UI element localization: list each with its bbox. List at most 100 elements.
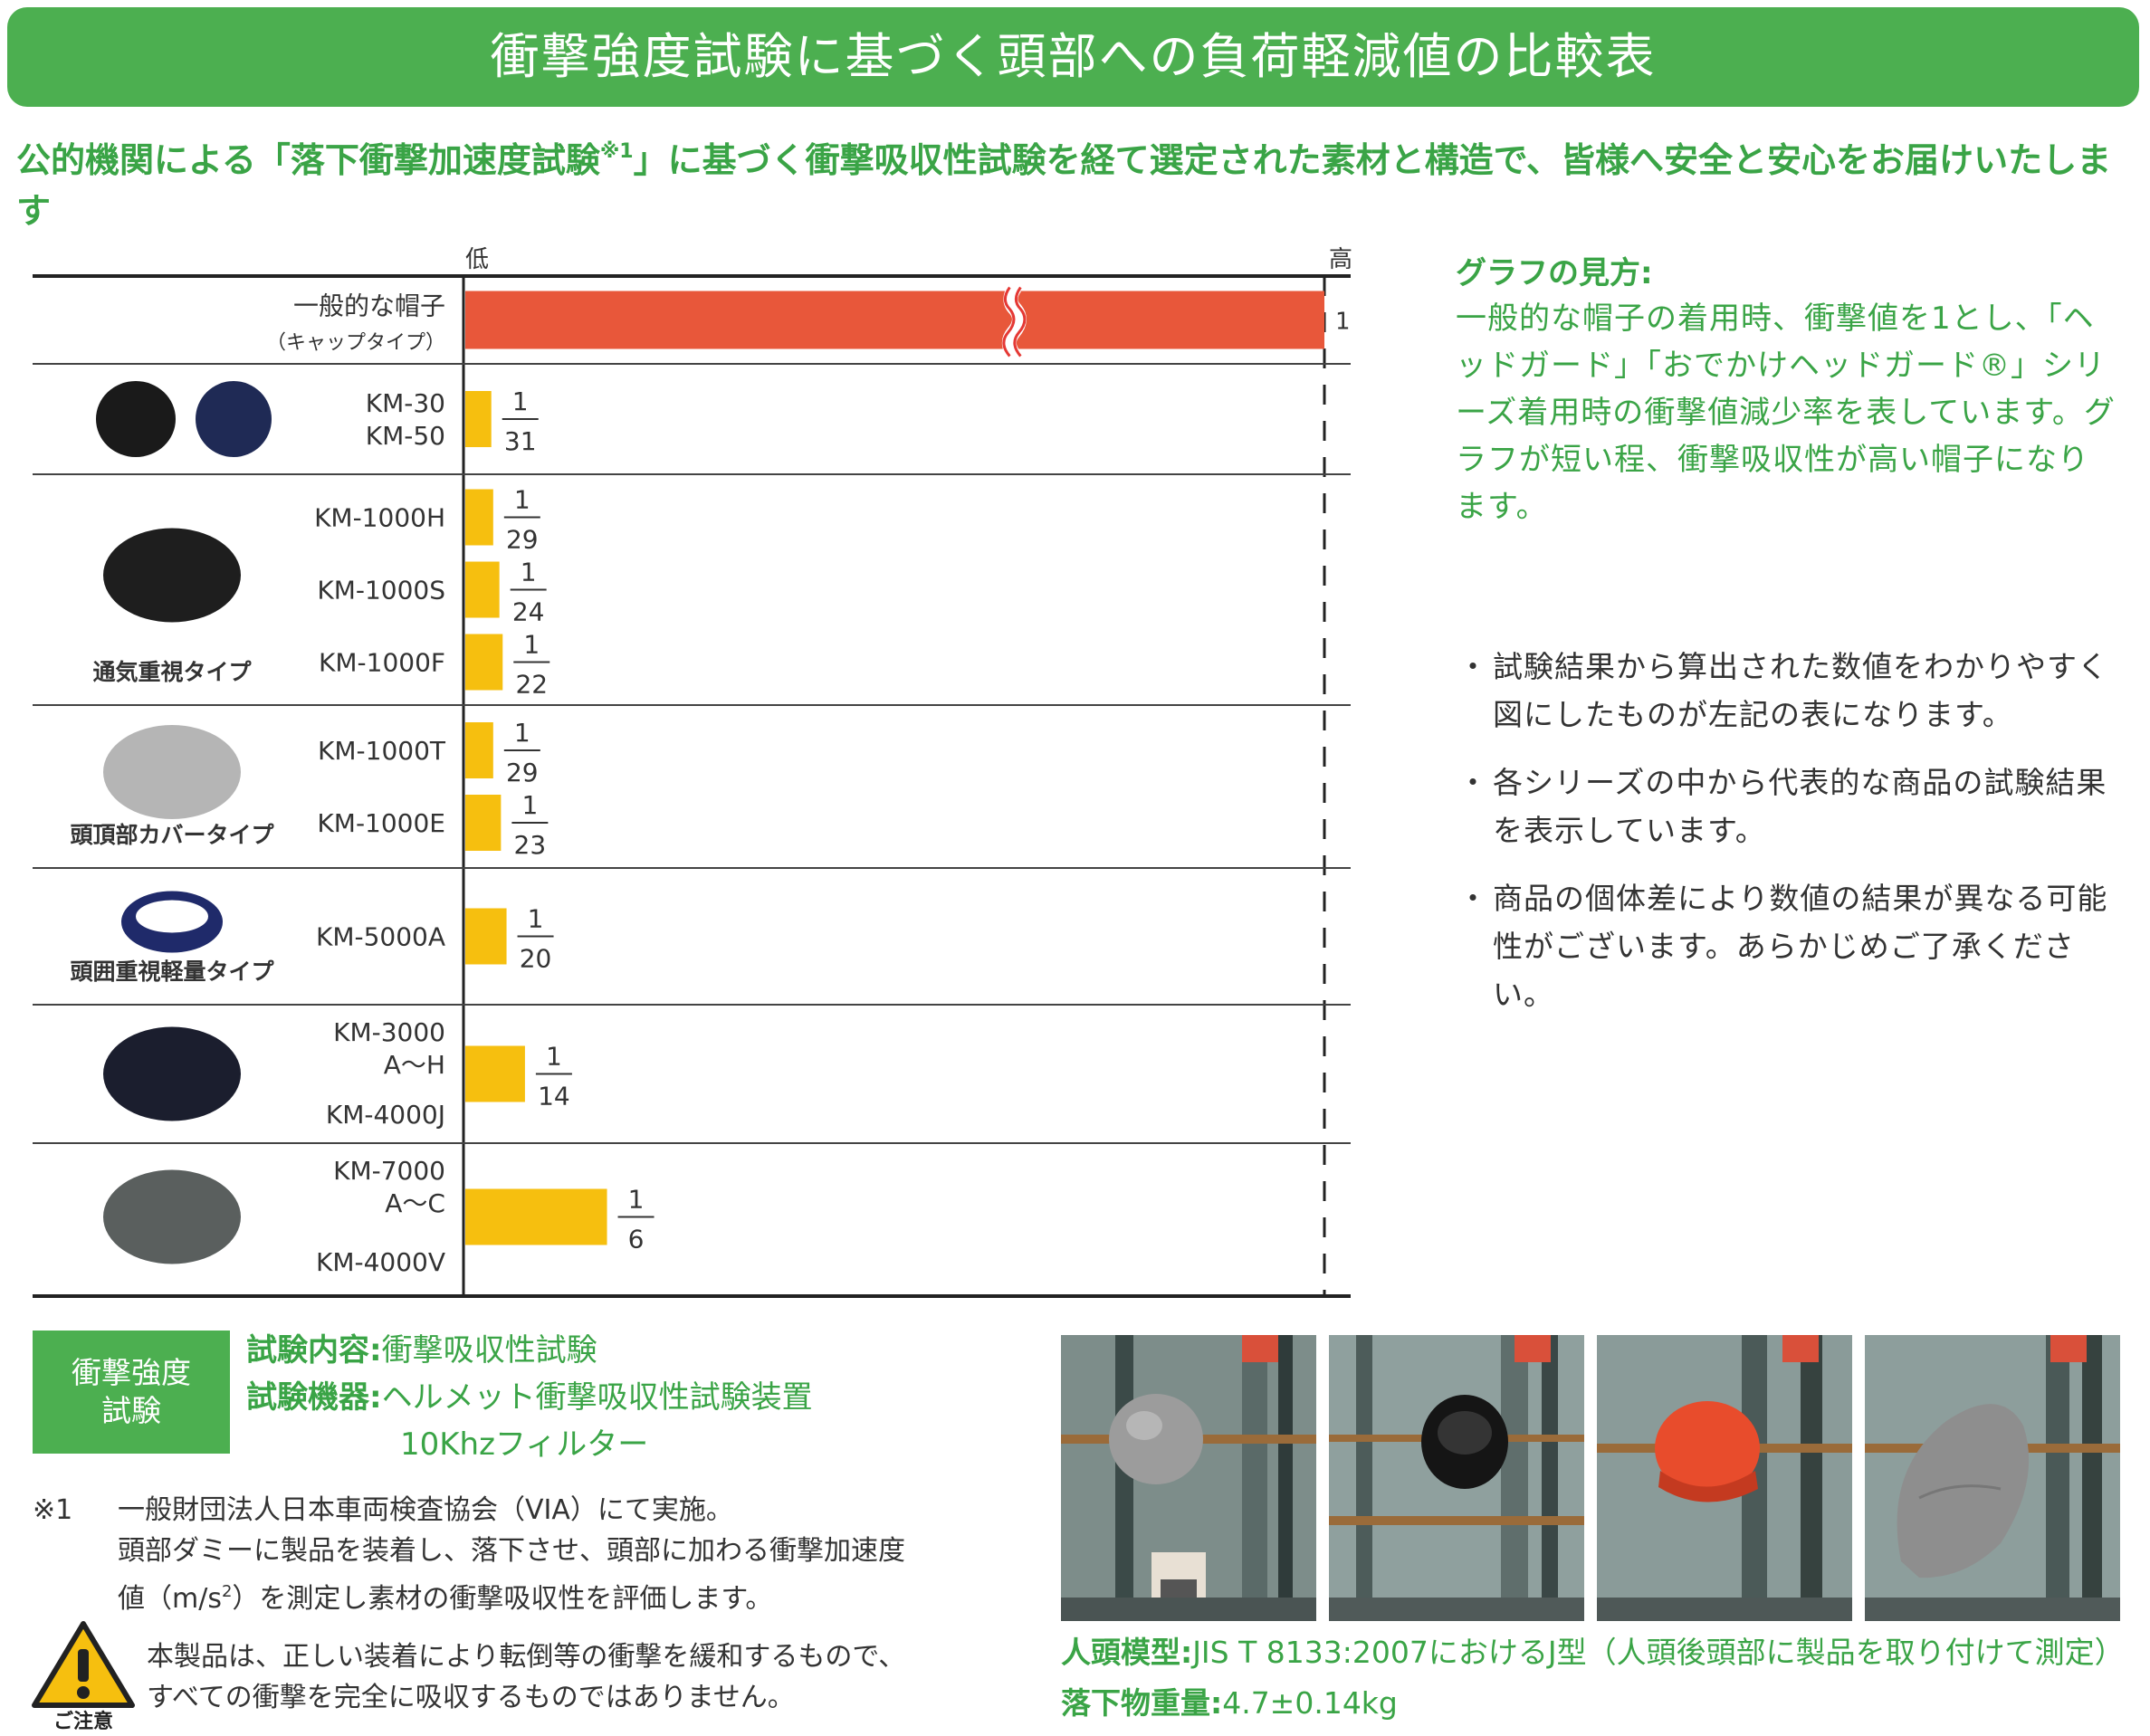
note-item: ・各シリーズの中から代表的な商品の試験結果を表示しています。: [1453, 758, 2123, 854]
fraction-denominator: 24: [512, 597, 545, 627]
caution-warning-icon: ご注意: [32, 1621, 135, 1731]
note-text: 各シリーズの中から代表的な商品の試験結果を表示しています。: [1493, 765, 2107, 848]
fraction-numerator: 1: [514, 718, 530, 748]
test-device-value: ヘルメット衝撃吸収性試験装置: [381, 1379, 813, 1416]
headguard-black-icon: [96, 381, 176, 457]
fraction-numerator: 1: [528, 904, 544, 934]
fraction-numerator: 1: [512, 386, 529, 416]
row-label: KM-4000J: [326, 1100, 445, 1130]
fraction-denominator: 29: [506, 525, 539, 555]
drop-weight-label: 落下物重量:: [1061, 1685, 1223, 1721]
fraction-numerator: 1: [523, 630, 540, 660]
cap-product-icon: [103, 1026, 241, 1121]
subtitle-text-2: 」に基づく衝撃吸収性試験を経て選定された素材と構造で、皆様へ安全と安心をお届けい…: [16, 140, 2112, 231]
row-label: KM-1000T: [318, 736, 446, 766]
footnote-mark: ※1: [33, 1494, 73, 1526]
bar: [465, 722, 493, 778]
group-type-label: 頭頂部カバータイプ: [70, 822, 274, 848]
fraction-numerator: 1: [521, 790, 538, 820]
fraction-denominator: 23: [514, 830, 547, 860]
row-label: KM-1000E: [317, 808, 445, 838]
fraction-denominator: 20: [520, 944, 552, 974]
guide-heading: グラフの見方:: [1456, 255, 1653, 291]
test-badge-line2: 試験: [101, 1393, 161, 1428]
row-label: 一般的な帽子: [293, 291, 445, 321]
footnote-ref: ※1: [599, 140, 634, 163]
bullet-icon: ・: [1457, 881, 1488, 916]
caution-line-2: すべての衝撃を完全に吸収するものではありません。: [147, 1682, 795, 1713]
test-spec: 人頭模型:JIS T 8133:2007におけるJ型（人頭後頭部に製品を取り付け…: [1061, 1627, 2125, 1729]
test-photo-red-cap: [1597, 1335, 1852, 1621]
axis-high-label: 高: [1329, 246, 1352, 273]
axis-break-line: [1002, 286, 1016, 358]
test-badge-line1: 衝撃強度: [72, 1355, 191, 1390]
value-label: 1: [1335, 309, 1351, 336]
note-text: 商品の個体差により数値の結果が異なる可能性がございます。あらかじめご了承ください…: [1493, 881, 2108, 1012]
row-label: KM-7000: [333, 1156, 445, 1186]
head-model-value: JIS T 8133:2007におけるJ型（人頭後頭部に製品を取り付けて測定）: [1192, 1635, 2125, 1670]
fraction-numerator: 1: [546, 1042, 562, 1072]
cap-product-icon: [103, 1169, 241, 1264]
row-label: A～H: [384, 1050, 445, 1080]
axis-low-label: 低: [465, 246, 489, 273]
footnote-line-2: 頭部ダミーに製品を装着し、落下させ、頭部に加わる衝撃加速度: [118, 1535, 905, 1567]
cap-product-icon: [103, 725, 241, 819]
row-sublabel: （キャップタイプ）: [266, 332, 445, 355]
test-type-badge: 衝撃強度 試験: [33, 1331, 230, 1454]
row-label: KM-1000S: [317, 576, 445, 606]
cap-product-icon: [103, 528, 241, 623]
headguard-navy-icon: [196, 381, 272, 457]
subtitle-text-1: 公的機関による「落下衝撃加速度試験: [16, 140, 600, 180]
head-model-label: 人頭模型:: [1061, 1635, 1193, 1670]
test-photo-dummy-head: [1061, 1335, 1316, 1621]
headband-hole-icon: [136, 900, 208, 933]
bar: [465, 291, 1324, 349]
fraction-numerator: 1: [521, 558, 537, 587]
row-label: A～C: [385, 1188, 445, 1218]
test-photo-grey-cap: [1865, 1335, 2120, 1621]
page-subtitle: 公的機関による「落下衝撃加速度試験※1」に基づく衝撃吸収性試験を経て選定された素…: [16, 127, 2144, 236]
bar: [465, 1188, 607, 1245]
bar: [465, 391, 492, 447]
page-title: 衝撃強度試験に基づく頭部への負荷軽減値の比較表: [7, 7, 2139, 107]
caution-label: ご注意: [53, 1710, 113, 1731]
row-label: KM-30: [366, 388, 445, 418]
row-label: KM-3000: [333, 1017, 445, 1047]
guide-text: 一般的な帽子の着用時、衝撃値を1とし、「ヘッドガード」「おでかけヘッドガード®」…: [1456, 300, 2116, 525]
footnote-line-3: 値（m/s2）を測定し素材の衝撃吸収性を評価します。: [118, 1582, 773, 1615]
row-label: KM-5000A: [316, 922, 445, 952]
bar: [465, 1045, 525, 1102]
bullet-icon: ・: [1457, 765, 1488, 800]
group-type-label: 通気重視タイプ: [92, 659, 252, 685]
row-label: KM-50: [366, 421, 445, 451]
fraction-numerator: 1: [514, 485, 530, 515]
fraction-denominator: 6: [628, 1225, 645, 1254]
footnote: ※1 一般財団法人日本車両検査協会（VIA）にて実施。 頭部ダミーに製品を装着し…: [33, 1490, 1010, 1619]
row-label: KM-1000F: [319, 648, 445, 678]
axis-break-line: [1013, 286, 1027, 358]
note-item: ・商品の個体差により数値の結果が異なる可能性がございます。あらかじめご了承くださ…: [1453, 874, 2123, 1018]
test-info: 試験内容:衝撃吸収性試験 試験機器:ヘルメット衝撃吸収性試験装置 10Khzフィ…: [246, 1327, 813, 1468]
test-photo-black-headguard: [1329, 1335, 1584, 1621]
footnote-line-1: 一般財団法人日本車両検査協会（VIA）にて実施。: [118, 1494, 733, 1526]
drop-weight-value: 4.7±0.14kg: [1222, 1685, 1398, 1721]
bullet-icon: ・: [1457, 649, 1488, 684]
fraction-denominator: 31: [504, 426, 537, 456]
caution-line-1: 本製品は、正しい装着により転倒等の衝撃を緩和するもので、: [147, 1641, 906, 1673]
test-device-value-2: 10Khzフィルター: [400, 1426, 649, 1463]
notes-list: ・試験結果から算出された数値をわかりやすく図にしたものが左記の表になります。 ・…: [1453, 643, 2123, 1038]
test-content-value: 衝撃吸収性試験: [381, 1332, 597, 1369]
note-text: 試験結果から算出された数値をわかりやすく図にしたものが左記の表になります。: [1493, 649, 2108, 732]
note-item: ・試験結果から算出された数値をわかりやすく図にしたものが左記の表になります。: [1453, 643, 2123, 739]
fraction-denominator: 29: [506, 758, 539, 787]
bar: [465, 908, 507, 965]
row-label: KM-1000H: [314, 503, 445, 533]
axis-break-icon: [1001, 282, 1027, 361]
bar: [465, 634, 503, 691]
test-device-label: 試験機器:: [246, 1379, 382, 1416]
bar: [465, 489, 493, 546]
fraction-denominator: 14: [538, 1082, 570, 1111]
fraction-denominator: 22: [515, 670, 548, 700]
test-content-label: 試験内容:: [246, 1332, 382, 1369]
